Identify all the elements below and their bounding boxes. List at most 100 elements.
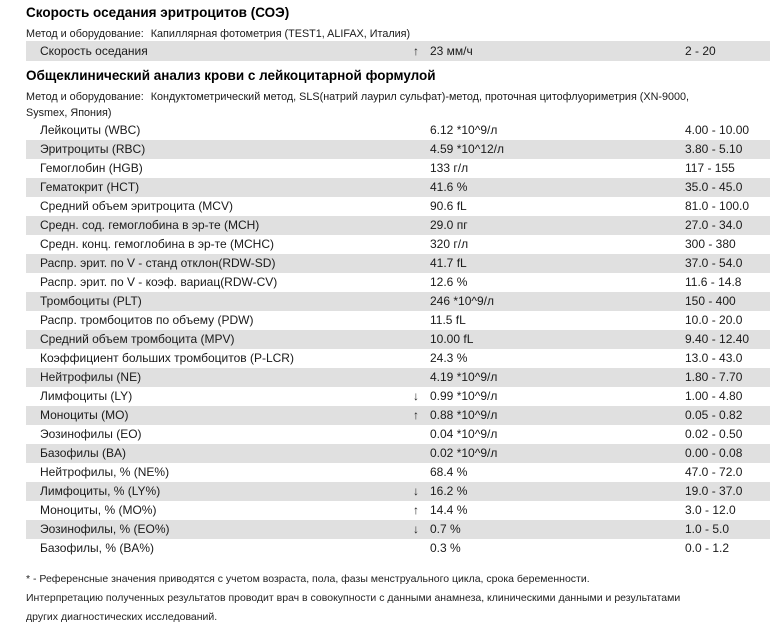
test-name: Лейкоциты (WBC)	[40, 123, 141, 137]
reference-range: 150 - 400	[685, 294, 736, 308]
result-value: 246 *10^9/л	[430, 294, 495, 308]
cbc-method-line: Метод и оборудование: Кондуктометрический…	[26, 89, 726, 121]
result-value: 11.5 fL	[430, 313, 466, 327]
result-value: 0.3 %	[430, 541, 461, 555]
esr-results-table: Скорость оседания ↑ 23 мм/ч 2 - 20	[26, 41, 770, 61]
test-name: Распр. эрит. по V - коэф. вариац(RDW-CV)	[40, 275, 278, 289]
result-value: 41.7 fL	[430, 256, 467, 270]
reference-range: 1.80 - 7.70	[685, 370, 743, 384]
table-row: Скорость оседания ↑ 23 мм/ч 2 - 20	[26, 41, 770, 61]
table-row: Средний объем эритроцита (MCV) 90.6 fL 81.…	[26, 197, 770, 216]
test-name: Эозинофилы, % (EO%)	[40, 522, 170, 536]
table-row: Эозинофилы, % (EO%) ↓ 0.7 % 1.0 - 5.0	[26, 520, 770, 539]
reference-range: 2 - 20	[685, 44, 716, 58]
table-row: Распр. тромбоцитов по объему (PDW) 11.5 f…	[26, 311, 770, 330]
test-name: Средний объем тромбоцита (MPV)	[40, 332, 235, 346]
result-value: 0.88 *10^9/л	[430, 408, 498, 422]
arrow-down-icon: ↓	[413, 522, 419, 536]
method-value: Капиллярная фотометрия (TEST1, ALIFAX, И…	[150, 28, 411, 40]
esr-section-title: Скорость оседания эритроцитов (СОЭ)	[26, 5, 290, 20]
arrow-up-icon: ↑	[413, 408, 419, 422]
test-name: Эритроциты (RBC)	[40, 142, 146, 156]
table-row: Базофилы (BA) 0.02 *10^9/л 0.00 - 0.08	[26, 444, 770, 463]
test-name: Средн. сод. гемоглобина в эр-те (MCH)	[40, 218, 260, 232]
table-row: Средн. конц. гемоглобина в эр-те (MCHC) 3…	[26, 235, 770, 254]
test-name: Средн. конц. гемоглобина в эр-те (MCHC)	[40, 237, 274, 251]
reference-range: 11.6 - 14.8	[685, 275, 742, 289]
method-label: Метод и оборудование:	[26, 91, 144, 103]
reference-range: 13.0 - 43.0	[685, 351, 743, 365]
table-row: Распр. эрит. по V - станд отклон(RDW-SD)…	[26, 254, 770, 273]
cbc-section-title: Общеклинический анализ крови с лейкоцита…	[26, 68, 436, 83]
reference-range: 10.0 - 20.0	[685, 313, 743, 327]
reference-range: 1.0 - 5.0	[685, 522, 730, 536]
method-label: Метод и оборудование:	[26, 28, 144, 40]
table-row: Лейкоциты (WBC) 6.12 *10^9/л 4.00 - 10.00	[26, 121, 770, 140]
test-name: Гематокрит (HCT)	[40, 180, 140, 194]
reference-range: 47.0 - 72.0	[685, 465, 743, 479]
test-name: Тромбоциты (PLT)	[40, 294, 142, 308]
reference-range: 19.0 - 37.0	[685, 484, 743, 498]
test-name: Распр. эрит. по V - станд отклон(RDW-SD)	[40, 256, 276, 270]
result-value: 4.19 *10^9/л	[430, 370, 498, 384]
test-name: Нейтрофилы (NE)	[40, 370, 142, 384]
table-row: Моноциты (MO) ↑ 0.88 *10^9/л 0.05 - 0.82	[26, 406, 770, 425]
cbc-results-table: Лейкоциты (WBC) 6.12 *10^9/л 4.00 - 10.00 Э…	[26, 121, 770, 558]
reference-range: 300 - 380	[685, 237, 736, 251]
result-value: 16.2 %	[430, 484, 468, 498]
test-name: Коэффициент больших тромбоцитов (P-LCR)	[40, 351, 294, 365]
table-row: Распр. эрит. по V - коэф. вариац(RDW-CV)…	[26, 273, 770, 292]
arrow-up-icon: ↑	[413, 44, 419, 58]
result-value: 0.7 %	[430, 522, 461, 536]
result-value: 41.6 %	[430, 180, 468, 194]
test-name: Лимфоциты, % (LY%)	[40, 484, 161, 498]
test-name: Нейтрофилы, % (NE%)	[40, 465, 170, 479]
reference-range: 35.0 - 45.0	[685, 180, 743, 194]
result-value: 0.99 *10^9/л	[430, 389, 498, 403]
result-value: 24.3 %	[430, 351, 468, 365]
test-name: Средний объем эритроцита (MCV)	[40, 199, 233, 213]
reference-range: 9.40 - 12.40	[685, 332, 750, 346]
result-value: 90.6 fL	[430, 199, 467, 213]
result-value: 12.6 %	[430, 275, 468, 289]
table-row: Тромбоциты (PLT) 246 *10^9/л 150 - 400	[26, 292, 770, 311]
table-row: Лимфоциты (LY) ↓ 0.99 *10^9/л 1.00 - 4.80	[26, 387, 770, 406]
result-value: 14.4 %	[430, 503, 468, 517]
result-value: 320 г/л	[430, 237, 469, 251]
test-name: Моноциты, % (MO%)	[40, 503, 157, 517]
test-name: Базофилы, % (BA%)	[40, 541, 154, 555]
reference-range: 27.0 - 34.0	[685, 218, 743, 232]
reference-range: 0.0 - 1.2	[685, 541, 730, 555]
reference-values-footnote: * - Референсные значения приводятся с уч…	[26, 573, 590, 585]
arrow-down-icon: ↓	[413, 484, 419, 498]
esr-method-line: Метод и оборудование: Капиллярная фотомет…	[26, 26, 746, 42]
table-row: Средний объем тромбоцита (MPV) 10.00 fL 9.…	[26, 330, 770, 349]
reference-range: 0.02 - 0.50	[685, 427, 743, 441]
test-name: Скорость оседания	[40, 44, 148, 58]
result-value: 133 г/л	[430, 161, 469, 175]
reference-range: 37.0 - 54.0	[685, 256, 743, 270]
reference-range: 117 - 155	[685, 161, 735, 175]
reference-range: 81.0 - 100.0	[685, 199, 750, 213]
arrow-up-icon: ↑	[413, 503, 419, 517]
table-row: Моноциты, % (MO%) ↑ 14.4 % 3.0 - 12.0	[26, 501, 770, 520]
result-value: 68.4 %	[430, 465, 468, 479]
result-value: 4.59 *10^12/л	[430, 142, 505, 156]
test-name: Моноциты (MO)	[40, 408, 129, 422]
reference-range: 4.00 - 10.00	[685, 123, 750, 137]
table-row: Эозинофилы (EO) 0.04 *10^9/л 0.02 - 0.50	[26, 425, 770, 444]
table-row: Нейтрофилы (NE) 4.19 *10^9/л 1.80 - 7.70	[26, 368, 770, 387]
table-row: Лимфоциты, % (LY%) ↓ 16.2 % 19.0 - 37.0	[26, 482, 770, 501]
reference-range: 0.05 - 0.82	[685, 408, 743, 422]
table-row: Эритроциты (RBC) 4.59 *10^12/л 3.80 - 5.10	[26, 140, 770, 159]
test-name: Гемоглобин (HGB)	[40, 161, 143, 175]
interpretation-footnote: Интерпретацию полученных результатов про…	[26, 592, 681, 623]
table-row: Нейтрофилы, % (NE%) 68.4 % 47.0 - 72.0	[26, 463, 770, 482]
result-value: 6.12 *10^9/л	[430, 123, 498, 137]
method-value: Кондуктометрический метод, SLS(натрий ла…	[26, 91, 690, 119]
table-row: Коэффициент больших тромбоцитов (P-LCR) 2…	[26, 349, 770, 368]
result-value: 0.02 *10^9/л	[430, 446, 498, 460]
table-row: Гематокрит (HCT) 41.6 % 35.0 - 45.0	[26, 178, 770, 197]
table-row: Средн. сод. гемоглобина в эр-те (MCH) 29.…	[26, 216, 770, 235]
